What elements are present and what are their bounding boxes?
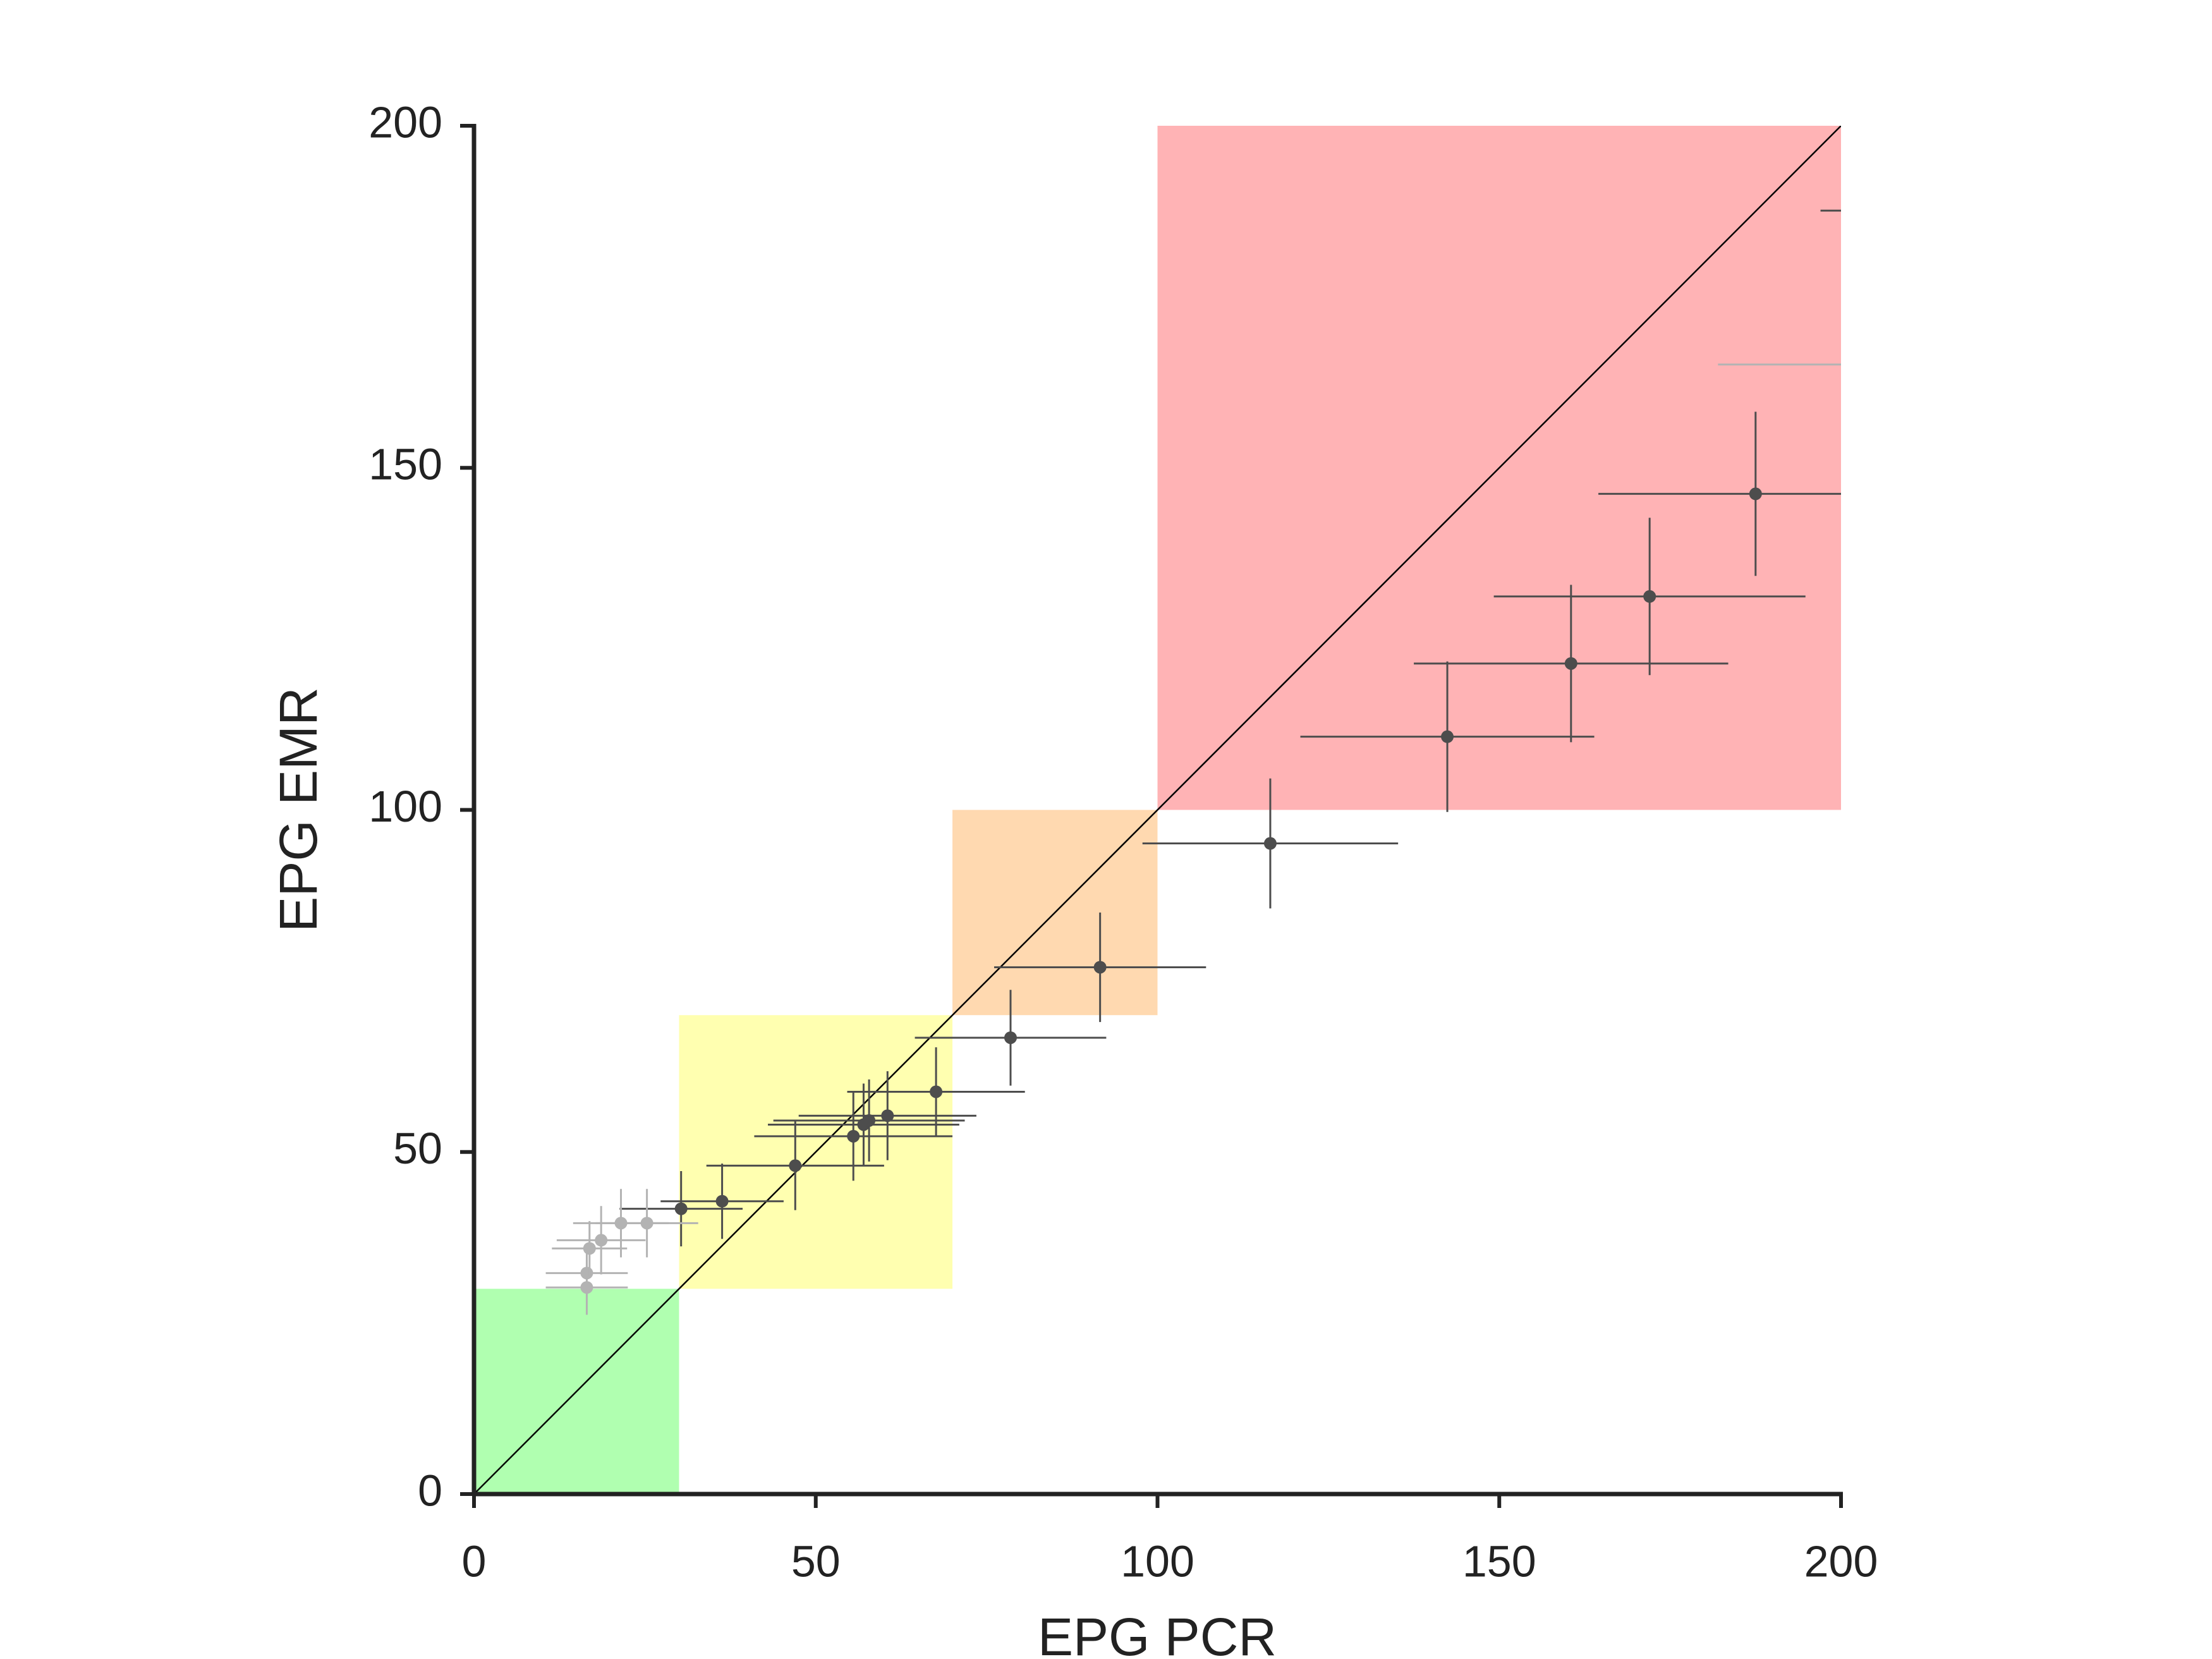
point [715, 1194, 729, 1208]
identity-line [474, 126, 1841, 1494]
y-axis-title: EPG EMR [269, 687, 328, 932]
point [1643, 590, 1656, 603]
point [1564, 657, 1577, 670]
point [1263, 837, 1277, 850]
plot-area [474, 126, 1998, 1494]
point [1749, 487, 1762, 501]
point [930, 1085, 943, 1098]
y-tick-label: 0 [418, 1466, 442, 1515]
y-tick-label: 50 [393, 1124, 442, 1173]
point [789, 1159, 802, 1172]
x-tick-label: 100 [1121, 1536, 1194, 1586]
point [595, 1234, 608, 1247]
x-tick-label: 0 [462, 1536, 487, 1586]
point [1093, 961, 1107, 974]
y-tick-label: 200 [368, 97, 442, 147]
x-axis-title: EPG PCR [1038, 1607, 1277, 1659]
x-tick-label: 200 [1804, 1536, 1878, 1586]
y-tick-label: 100 [368, 782, 442, 831]
point [674, 1202, 688, 1215]
x-tick-label: 50 [791, 1536, 841, 1586]
x-tick-label: 150 [1462, 1536, 1536, 1586]
y-tick-label: 150 [368, 440, 442, 489]
point [847, 1129, 860, 1143]
point [1985, 204, 1998, 217]
point [640, 1217, 653, 1230]
point [1004, 1031, 1017, 1044]
point [583, 1242, 596, 1255]
point [1869, 358, 1881, 371]
point [580, 1267, 593, 1280]
point [863, 1114, 876, 1127]
point [1441, 730, 1454, 743]
point [881, 1109, 894, 1122]
